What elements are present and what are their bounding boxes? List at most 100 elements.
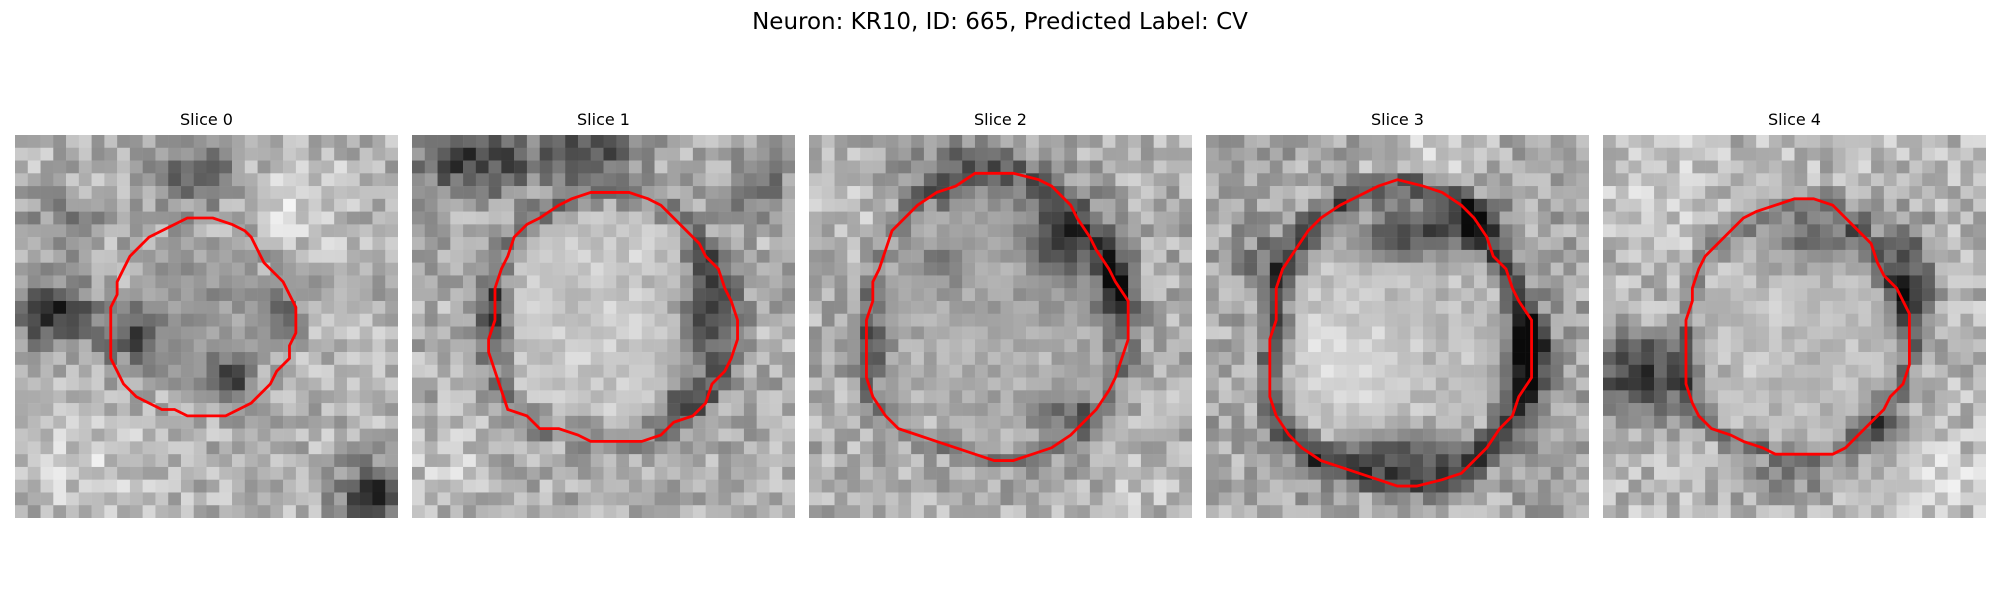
image-pixel [987, 300, 1001, 314]
image-pixel [949, 313, 963, 327]
image-pixel [603, 224, 617, 238]
image-pixel [1064, 237, 1078, 251]
image-pixel [1333, 262, 1347, 276]
image-pixel [629, 377, 643, 391]
image-pixel [641, 352, 655, 366]
image-pixel [1615, 237, 1629, 251]
image-pixel [1499, 492, 1513, 506]
image-pixel [743, 428, 757, 442]
image-pixel [1244, 415, 1258, 429]
image-pixel [283, 377, 297, 391]
image-pixel [1140, 147, 1154, 161]
image-pixel [142, 479, 156, 493]
image-pixel [53, 492, 67, 506]
image-pixel [911, 454, 925, 468]
image-pixel [1077, 390, 1091, 404]
image-pixel [1947, 479, 1961, 493]
image-pixel [450, 211, 464, 225]
image-pixel [180, 415, 194, 429]
image-pixel [1051, 249, 1065, 263]
image-pixel [603, 454, 617, 468]
image-pixel [1909, 441, 1923, 455]
image-pixel [1244, 479, 1258, 493]
image-pixel [1244, 275, 1258, 289]
image-pixel [1038, 147, 1052, 161]
image-pixel [1435, 300, 1449, 314]
image-pixel [526, 224, 540, 238]
image-pixel [1244, 288, 1258, 302]
image-pixel [923, 364, 937, 378]
image-pixel [1115, 377, 1129, 391]
image-pixel [1115, 441, 1129, 455]
image-pixel [1717, 505, 1731, 518]
image-pixel [1179, 313, 1192, 327]
image-pixel [1000, 352, 1014, 366]
image-pixel [539, 173, 553, 187]
image-pixel [53, 454, 67, 468]
image-pixel [821, 326, 835, 340]
image-pixel [898, 288, 912, 302]
image-pixel [1257, 377, 1271, 391]
image-pixel [1960, 492, 1974, 506]
image-pixel [1000, 441, 1014, 455]
image-pixel [769, 198, 783, 212]
image-pixel [885, 466, 899, 480]
image-pixel [705, 237, 719, 251]
image-pixel [1717, 415, 1731, 429]
image-pixel [219, 466, 233, 480]
image-pixel [1308, 147, 1322, 161]
image-pixel [590, 377, 604, 391]
image-pixel [641, 249, 655, 263]
image-pixel [1768, 415, 1782, 429]
image-pixel [1474, 300, 1488, 314]
image-pixel [1397, 288, 1411, 302]
image-pixel [359, 160, 373, 174]
image-pixel [1807, 377, 1821, 391]
image-pixel [1807, 505, 1821, 518]
image-pixel [27, 364, 41, 378]
image-pixel [1896, 466, 1910, 480]
image-pixel [1257, 173, 1271, 187]
image-pixel [142, 262, 156, 276]
image-pixel [603, 198, 617, 212]
image-pixel [1666, 492, 1680, 506]
image-pixel [1269, 454, 1283, 468]
image-pixel [1692, 466, 1706, 480]
image-pixel [809, 428, 823, 442]
image-pixel [91, 339, 105, 353]
image-pixel [257, 198, 271, 212]
image-pixel [680, 135, 694, 149]
image-pixel [872, 224, 886, 238]
image-pixel [539, 454, 553, 468]
image-pixel [321, 237, 335, 251]
image-pixel [641, 364, 655, 378]
image-pixel [743, 173, 757, 187]
image-pixel [1282, 492, 1296, 506]
image-pixel [1628, 390, 1642, 404]
image-pixel [1000, 339, 1014, 353]
image-pixel [450, 352, 464, 366]
image-pixel [590, 326, 604, 340]
image-pixel [295, 390, 309, 404]
image-pixel [321, 466, 335, 480]
image-pixel [1820, 288, 1834, 302]
image-pixel [1153, 224, 1167, 238]
image-pixel [860, 441, 874, 455]
image-pixel [539, 262, 553, 276]
image-pixel [1077, 505, 1091, 518]
image-pixel [1730, 300, 1744, 314]
image-pixel [756, 135, 770, 149]
image-pixel [1320, 173, 1334, 187]
image-pixel [1077, 466, 1091, 480]
image-pixel [705, 415, 719, 429]
image-pixel [1666, 415, 1680, 429]
image-pixel [385, 249, 398, 263]
image-pixel [1756, 211, 1770, 225]
image-pixel [1218, 364, 1232, 378]
image-pixel [782, 466, 795, 480]
image-pixel [1000, 249, 1014, 263]
image-pixel [809, 211, 823, 225]
image-pixel [1794, 224, 1808, 238]
image-pixel [1064, 275, 1078, 289]
image-pixel [1871, 415, 1885, 429]
